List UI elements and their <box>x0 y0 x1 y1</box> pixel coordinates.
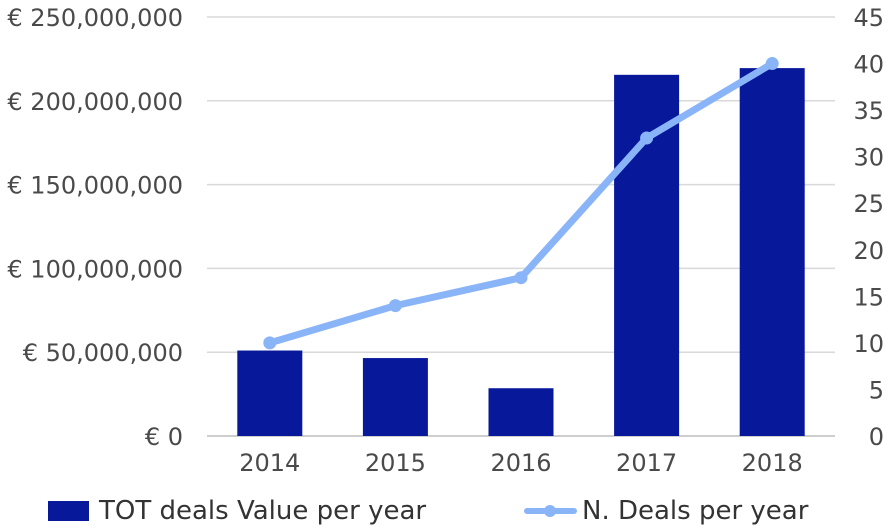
line-path <box>266 60 776 347</box>
right-tick-label: 45 <box>853 4 884 32</box>
line-point-2014 <box>263 336 277 350</box>
legend-swatch-bar <box>48 501 89 521</box>
bar-2017 <box>614 74 680 437</box>
right-tick-label: 5 <box>869 376 884 404</box>
legend-swatch-marker <box>544 505 556 517</box>
right-tick-label: 10 <box>853 330 884 358</box>
right-tick-label: 40 <box>853 51 884 79</box>
left-tick-label: € 100,000,000 <box>7 255 183 283</box>
right-tick-label: 30 <box>853 144 884 172</box>
bar-2014 <box>237 350 303 436</box>
left-axis: € 0 € 50,000,000 € 100,000,000 € 150,000,00… <box>7 4 183 451</box>
legend-label-bar: TOT deals Value per year <box>98 496 426 526</box>
left-tick-label: € 50,000,000 <box>23 339 183 367</box>
left-tick-label: € 150,000,000 <box>7 172 183 200</box>
bar-series <box>237 68 805 437</box>
right-axis: 0 5 10 15 20 25 30 35 40 45 <box>853 4 884 451</box>
left-tick-label: € 250,000,000 <box>7 4 183 32</box>
right-tick-label: 25 <box>853 190 884 218</box>
x-tick-label: 2014 <box>239 449 300 477</box>
line-point-2015 <box>388 299 402 313</box>
right-tick-label: 35 <box>853 97 884 125</box>
bar-2016 <box>488 388 554 436</box>
right-tick-label: 0 <box>869 423 884 451</box>
legend: TOT deals Value per year N. Deals per ye… <box>48 496 809 526</box>
right-tick-label: 20 <box>853 237 884 265</box>
left-tick-label: € 200,000,000 <box>7 88 183 116</box>
x-tick-label: 2015 <box>365 449 426 477</box>
line-point-2018 <box>765 57 779 71</box>
x-tick-label: 2017 <box>616 449 677 477</box>
legend-label-line: N. Deals per year <box>582 496 809 526</box>
x-axis: 2014 2015 2016 2017 2018 <box>239 449 802 477</box>
bar-2015 <box>362 358 428 436</box>
line-point-2016 <box>514 271 528 285</box>
x-tick-label: 2016 <box>490 449 551 477</box>
gridlines <box>207 16 835 437</box>
x-tick-label: 2018 <box>742 449 803 477</box>
bar-2018 <box>739 68 805 437</box>
line-series <box>263 57 779 350</box>
line-point-2017 <box>640 131 654 145</box>
right-tick-label: 15 <box>853 283 884 311</box>
left-tick-label: € 0 <box>145 423 183 451</box>
